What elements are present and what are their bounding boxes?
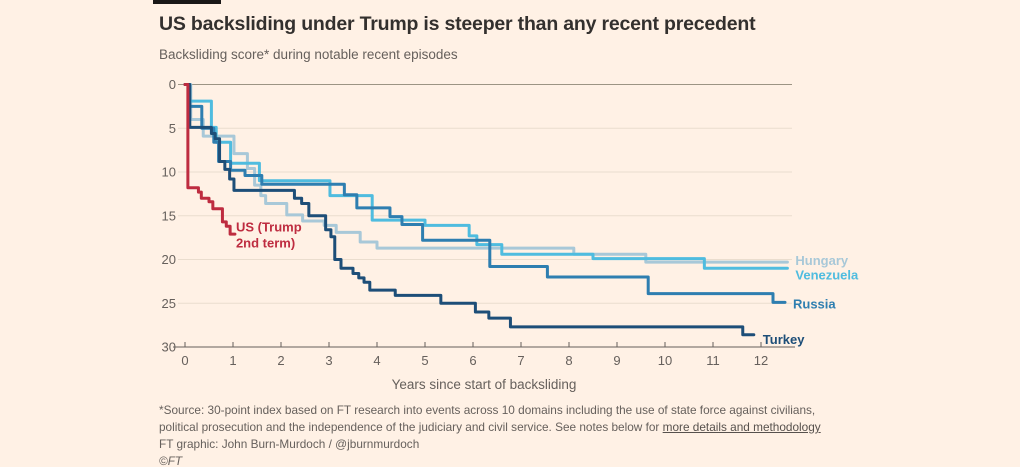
chart-subtitle: Backsliding score* during notable recent… (159, 47, 458, 62)
series-line-russia (183, 83, 787, 304)
y-axis-tick-label: 0 (169, 77, 176, 92)
series-label-turkey: Turkey (763, 332, 805, 347)
series-line-turkey (183, 83, 756, 337)
series-label-russia: Russia (793, 296, 836, 311)
footnote-line-2: political prosecution and the independen… (159, 420, 821, 434)
methodology-link[interactable]: more details and methodology (662, 420, 821, 434)
y-axis-tick-label: 5 (169, 121, 176, 136)
series-line-hungary (183, 83, 789, 264)
footnote-line-1: *Source: 30-point index based on FT rese… (159, 403, 816, 417)
series-line-us (183, 83, 237, 236)
x-axis-tick-label: 4 (373, 353, 380, 368)
x-axis-tick-label: 12 (754, 353, 768, 368)
x-axis-tick-label: 5 (421, 353, 428, 368)
x-axis-tick-label: 0 (181, 353, 188, 368)
copyright: ©FT (159, 454, 183, 467)
chart-footnote-block: *Source: 30-point index based on FT rese… (159, 402, 821, 467)
y-axis-tick-label: 25 (162, 296, 176, 311)
credit-line: FT graphic: John Burn-Murdoch / @jburnmu… (159, 437, 420, 451)
x-axis-title: Years since start of backsliding (392, 377, 577, 392)
x-axis-tick-label: 8 (565, 353, 572, 368)
chart-title: US backsliding under Trump is steeper th… (159, 13, 756, 35)
series-label-hungary: Hungary (795, 253, 849, 268)
ft-accent-bar (153, 0, 221, 4)
y-axis-tick-label: 15 (162, 208, 176, 223)
x-axis-tick-label: 11 (706, 353, 720, 368)
y-axis-tick-label: 30 (162, 340, 176, 355)
x-axis-tick-label: 6 (469, 353, 476, 368)
series-label-us: US (Trump (236, 220, 302, 235)
x-axis-tick-label: 3 (325, 353, 332, 368)
x-axis-tick-label: 2 (277, 353, 284, 368)
y-axis-tick-label: 20 (162, 252, 176, 267)
x-axis-tick-label: 7 (517, 353, 524, 368)
series-label-venezuela: Venezuela (795, 267, 859, 282)
x-axis-tick-label: 10 (658, 353, 672, 368)
series-label-us: 2nd term) (236, 236, 295, 251)
x-axis-tick-label: 1 (229, 353, 236, 368)
y-axis-tick-label: 10 (162, 165, 176, 180)
x-axis-tick-label: 9 (613, 353, 620, 368)
